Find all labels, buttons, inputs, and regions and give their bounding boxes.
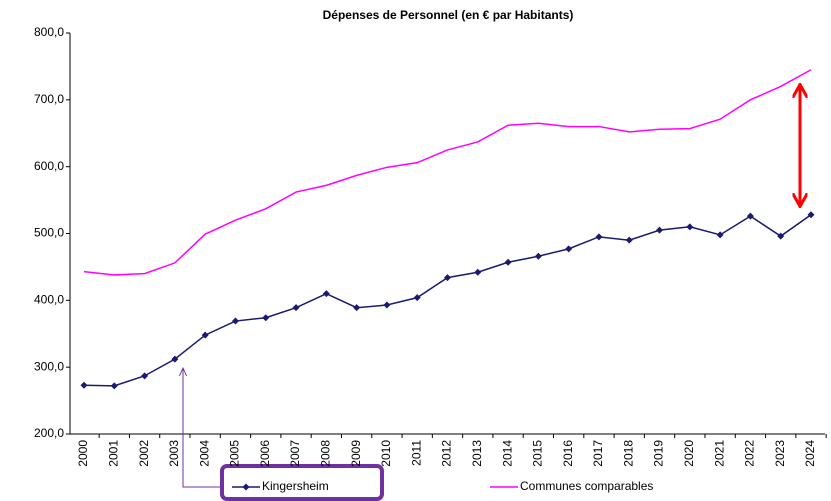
point bbox=[231, 317, 239, 325]
series-line bbox=[83, 69, 812, 276]
point bbox=[322, 290, 330, 298]
point bbox=[292, 304, 300, 312]
callout-arrow bbox=[183, 368, 222, 488]
point bbox=[474, 268, 482, 276]
point bbox=[746, 212, 754, 220]
point bbox=[807, 211, 815, 219]
point bbox=[353, 304, 361, 312]
y-tick-label: 800,0 bbox=[34, 25, 64, 39]
point bbox=[565, 245, 573, 253]
x-tick-label: 2009 bbox=[349, 440, 363, 467]
point bbox=[141, 372, 149, 380]
x-tick-label: 2000 bbox=[76, 440, 90, 467]
y-tick-label: 200,0 bbox=[34, 426, 64, 440]
x-tick-label: 2008 bbox=[319, 440, 333, 467]
point bbox=[504, 258, 512, 266]
point bbox=[595, 233, 603, 241]
highlight-box bbox=[220, 464, 384, 501]
point bbox=[80, 381, 88, 389]
x-tick-label: 2016 bbox=[561, 440, 575, 467]
point bbox=[686, 223, 694, 231]
legend-marker bbox=[242, 483, 250, 491]
x-tick-label: 2003 bbox=[167, 440, 181, 467]
point bbox=[262, 314, 270, 322]
point bbox=[777, 232, 785, 240]
point bbox=[625, 236, 633, 244]
x-tick-label: 2015 bbox=[531, 440, 545, 467]
y-tick-label: 700,0 bbox=[34, 92, 64, 106]
point bbox=[201, 331, 209, 339]
chart-title: Dépenses de Personnel (en € par Habitant… bbox=[323, 8, 574, 22]
x-tick-label: 2023 bbox=[773, 440, 787, 467]
x-tick-label: 2011 bbox=[409, 440, 423, 466]
y-tick-label: 600,0 bbox=[34, 159, 64, 173]
x-tick-label: 2021 bbox=[712, 440, 726, 467]
x-tick-label: 2019 bbox=[652, 440, 666, 467]
legend-label: Kingersheim bbox=[262, 479, 329, 493]
point bbox=[413, 294, 421, 302]
x-tick-label: 2006 bbox=[258, 440, 272, 467]
x-tick-label: 2017 bbox=[591, 440, 605, 467]
y-tick-label: 500,0 bbox=[34, 226, 64, 240]
x-tick-label: 2007 bbox=[288, 440, 302, 467]
x-tick-label: 2002 bbox=[137, 440, 151, 467]
x-tick-label: 2010 bbox=[379, 440, 393, 467]
x-tick-label: 2001 bbox=[106, 440, 120, 467]
x-tick-label: 2024 bbox=[803, 440, 817, 467]
series-line bbox=[83, 214, 812, 387]
x-tick-label: 2012 bbox=[440, 440, 454, 467]
x-tick-label: 2014 bbox=[500, 440, 514, 467]
x-tick-label: 2022 bbox=[743, 440, 757, 467]
point bbox=[716, 231, 724, 239]
x-tick-label: 2020 bbox=[682, 440, 696, 467]
y-tick-label: 400,0 bbox=[34, 293, 64, 307]
legend-label: Communes comparables bbox=[520, 479, 653, 493]
x-tick-label: 2004 bbox=[197, 440, 211, 467]
x-tick-label: 2018 bbox=[621, 440, 635, 467]
point bbox=[383, 301, 391, 309]
point bbox=[656, 226, 664, 234]
x-tick-label: 2005 bbox=[228, 440, 242, 467]
point bbox=[171, 355, 179, 363]
point bbox=[444, 274, 451, 282]
point bbox=[534, 252, 542, 260]
x-tick-label: 2013 bbox=[470, 440, 484, 467]
point bbox=[110, 382, 118, 390]
y-tick-label: 300,0 bbox=[34, 359, 64, 373]
